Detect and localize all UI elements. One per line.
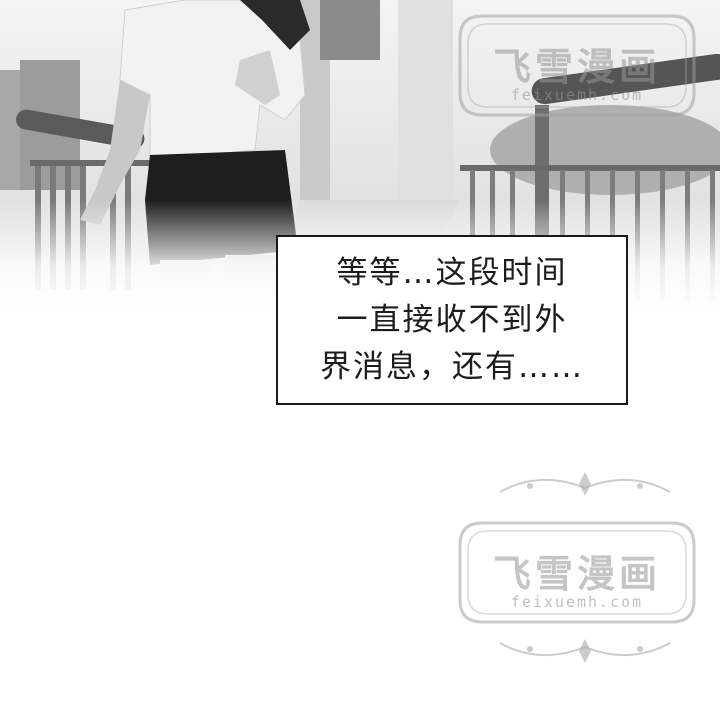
watermark-frame-icon — [458, 14, 696, 117]
ornament-bottom-icon — [499, 639, 671, 663]
speech-line-2: 一直接收不到外 — [336, 301, 568, 338]
speech-line-3: 界消息，还有…… — [320, 348, 584, 385]
watermark-url: feixuemh.com — [510, 86, 644, 104]
ornament-top-icon — [499, 472, 671, 496]
speech-line-1: 等等…这段时间 — [336, 254, 568, 291]
watermark-top: 飞雪漫画 feixuemh.com — [452, 8, 702, 123]
speech-bubble: 等等…这段时间 一直接收不到外 界消息，还有…… — [276, 235, 628, 405]
watermark-bottom: 飞雪漫画 feixuemh.com — [452, 515, 702, 630]
watermark-title: 飞雪漫画 — [492, 552, 661, 596]
watermark-url: feixuemh.com — [510, 593, 644, 611]
watermark-title: 飞雪漫画 — [492, 45, 661, 89]
watermark-frame-icon — [458, 521, 696, 624]
